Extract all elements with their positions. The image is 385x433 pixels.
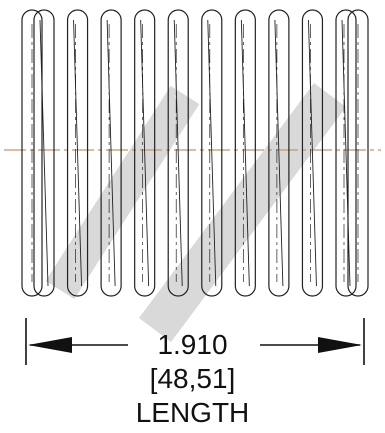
dimension-lines — [25, 318, 365, 365]
watermark-stripes — [45, 83, 347, 342]
spring-coil — [33, 9, 55, 297]
arrowhead-left — [28, 337, 72, 353]
spring-coil — [167, 9, 189, 297]
spring-coil — [301, 9, 324, 297]
spring-end-coil — [347, 9, 369, 297]
spring-coils — [21, 9, 369, 297]
spring-coil — [66, 9, 89, 297]
dimension-value: 1.910 — [157, 329, 228, 360]
dimension-label: LENGTH — [135, 397, 250, 428]
spring-coil — [268, 9, 290, 297]
spring-coil — [100, 9, 122, 297]
spring-coil — [335, 9, 357, 297]
spring-end-coil — [21, 9, 43, 297]
spring-coil — [201, 9, 223, 297]
watermark-stripe — [138, 83, 347, 342]
dimension-metric: [48,51] — [149, 363, 236, 394]
spring-coil — [134, 9, 156, 297]
arrowhead-right — [318, 337, 362, 353]
spring-coil — [234, 9, 256, 297]
